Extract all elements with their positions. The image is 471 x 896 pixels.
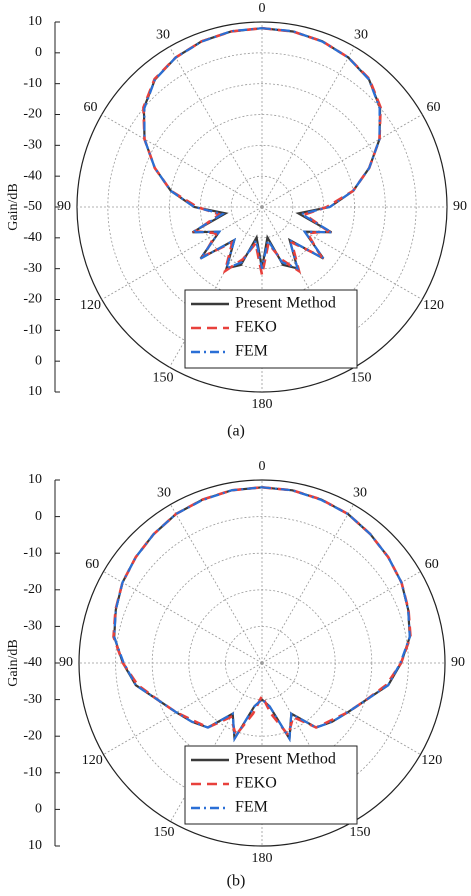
angle-label: 180: [252, 851, 273, 866]
y-tick-label: -20: [23, 107, 42, 122]
grid-spoke: [170, 504, 263, 664]
angle-label: 90: [451, 655, 465, 670]
grid-spoke: [101, 206, 263, 300]
angle-label: 30: [354, 28, 368, 43]
y-tick-label: -30: [23, 692, 42, 707]
angle-label: 150: [350, 825, 371, 840]
series-line: [143, 27, 381, 271]
grid-spoke: [101, 114, 263, 208]
angle-label: 120: [80, 298, 101, 313]
y-tick-label: -30: [23, 261, 42, 276]
caption: (a): [227, 423, 245, 440]
angle-label: 30: [353, 485, 367, 500]
angle-label: 60: [426, 100, 440, 115]
angle-label: 150: [153, 371, 174, 386]
angle-label: 60: [84, 100, 98, 115]
grid-spoke: [261, 206, 355, 368]
y-tick-label: 0: [35, 802, 42, 817]
y-tick-label: 0: [35, 509, 42, 524]
grid-spoke: [103, 571, 263, 664]
angle-label: 180: [252, 397, 273, 412]
angle-label: 30: [157, 485, 171, 500]
grid-spoke: [103, 662, 263, 755]
legend-label: FEKO: [235, 319, 277, 336]
grid-spoke: [261, 206, 423, 300]
angle-label: 150: [351, 371, 372, 386]
legend-label: FEM: [235, 343, 268, 360]
y-tick-label: 0: [35, 353, 42, 368]
angle-label: 0: [259, 459, 266, 474]
y-tick-label: 0: [35, 45, 42, 60]
y-tick-label: 10: [28, 14, 42, 29]
angle-label: 120: [82, 753, 103, 768]
y-axis-title: Gain/dB: [6, 639, 21, 686]
y-tick-label: -30: [23, 138, 42, 153]
legend-label: FEM: [235, 799, 268, 816]
angle-label: 120: [421, 753, 442, 768]
y-tick-label: 10: [28, 384, 42, 399]
y-tick-label: -30: [23, 619, 42, 634]
y-tick-label: 10: [28, 838, 42, 853]
series-line: [113, 486, 411, 743]
grid-circle: [107, 52, 417, 362]
angle-label: 90: [453, 199, 467, 214]
y-tick-label: -40: [23, 230, 42, 245]
grid-circle: [230, 175, 294, 239]
angle-label: 120: [423, 298, 444, 313]
angle-label: 150: [154, 825, 175, 840]
grid-spoke: [261, 46, 355, 208]
y-tick-label: -20: [23, 728, 42, 743]
grid-circle: [78, 479, 446, 847]
y-tick-label: 10: [28, 472, 42, 487]
angle-label: 90: [57, 199, 71, 214]
y-tick-label: -40: [23, 655, 42, 670]
y-tick-label: -20: [23, 292, 42, 307]
y-tick-label: -10: [23, 765, 42, 780]
angle-label: 90: [59, 655, 73, 670]
grid-spoke: [261, 571, 421, 664]
y-tick-label: -10: [23, 545, 42, 560]
grid-spoke: [261, 662, 421, 755]
caption: (b): [227, 873, 246, 890]
angle-label: 60: [425, 557, 439, 572]
legend-label: Present Method: [235, 751, 336, 768]
y-tick-label: -10: [23, 323, 42, 338]
legend-label: Present Method: [235, 295, 336, 312]
grid-spoke: [169, 46, 263, 208]
legend-label: FEKO: [235, 775, 277, 792]
angle-label: 30: [156, 28, 170, 43]
grid-spoke: [169, 206, 263, 368]
y-tick-label: -50: [23, 199, 42, 214]
grid-spoke: [261, 114, 423, 208]
angle-label: 60: [85, 557, 99, 572]
y-tick-label: -10: [23, 76, 42, 91]
y-axis-title: Gain/dB: [6, 183, 21, 230]
y-tick-label: -20: [23, 582, 42, 597]
grid-spoke: [261, 504, 354, 664]
angle-label: 0: [259, 1, 266, 16]
y-tick-label: -40: [23, 168, 42, 183]
